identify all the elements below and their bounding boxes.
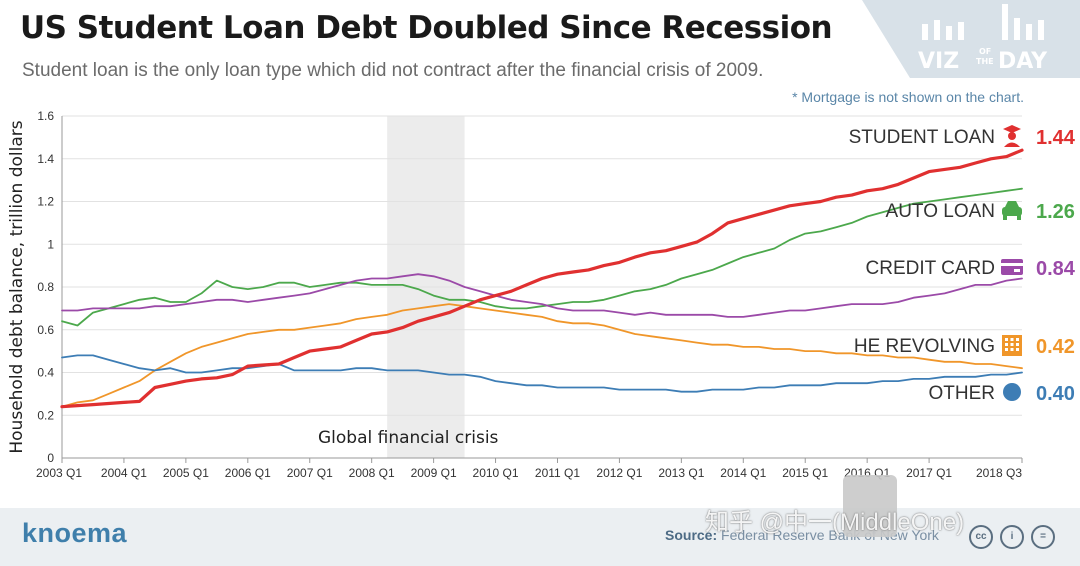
creative-commons-icon[interactable]: cc: [969, 525, 993, 549]
watermark-avatar: [843, 475, 897, 537]
y-tick-label: 0.2: [37, 408, 54, 422]
knoema-logo[interactable]: knoema: [22, 518, 128, 548]
y-tick-label: 0: [47, 451, 54, 465]
series-label-credit-card: CREDIT CARD: [866, 258, 996, 279]
x-tick-label: 2009 Q1: [411, 466, 457, 480]
x-tick-label: 2006 Q1: [225, 466, 271, 480]
credit-card-icon: [1001, 259, 1023, 275]
series-final-value-auto-loan: 1.26: [1036, 201, 1075, 223]
dot-icon: [1003, 383, 1021, 401]
logo-of-text: OF: [979, 47, 991, 56]
x-tick-label: 2010 Q1: [473, 466, 519, 480]
series-line-auto-loan: [61, 187, 1023, 327]
x-tick-label: 2005 Q1: [163, 466, 209, 480]
x-tick-label: 2015 Q1: [782, 466, 828, 480]
series-line-he-revolving: [61, 303, 1023, 408]
car-icon: [1002, 201, 1022, 220]
series-label-student-loan: STUDENT LOAN: [849, 127, 995, 148]
series-line-student-loan: [60, 148, 1024, 409]
series-final-value-he-revolving: 0.42: [1036, 336, 1075, 358]
x-tick-label: 2011 Q1: [535, 466, 580, 480]
y-tick-label: 0.6: [37, 323, 54, 337]
viz-of-the-day-logo: VIZ OF THE DAY: [862, 0, 1080, 78]
chart-subtitle: Student loan is the only loan type which…: [22, 60, 764, 81]
x-tick-label: 2018 Q3: [976, 466, 1022, 480]
mortgage-note: * Mortgage is not shown on the chart.: [792, 89, 1024, 105]
x-tick-label: 2012 Q1: [596, 466, 642, 480]
no-derivatives-icon[interactable]: =: [1031, 525, 1055, 549]
x-tick-label: 2014 Q1: [720, 466, 766, 480]
y-tick-label: 1.6: [37, 109, 54, 123]
x-tick-label: 2003 Q1: [36, 466, 82, 480]
y-tick-label: 1: [47, 237, 54, 251]
series-label-other: OTHER: [929, 383, 996, 404]
x-tick-label: 2008 Q1: [349, 466, 395, 480]
y-tick-label: 0.4: [37, 366, 54, 380]
series-label-auto-loan: AUTO LOAN: [886, 201, 995, 222]
x-tick-label: 2007 Q1: [287, 466, 333, 480]
x-tick-label: 2004 Q1: [101, 466, 147, 480]
series-label-he-revolving: HE REVOLVING: [854, 336, 995, 357]
attribution-icon[interactable]: i: [1000, 525, 1024, 549]
logo-viz-text: VIZ: [918, 49, 959, 74]
logo-day-text: DAY: [998, 49, 1048, 74]
footer-bar: knoema Source: Federal Reserve Bank of N…: [0, 508, 1080, 566]
chart-title: US Student Loan Debt Doubled Since Reces…: [20, 10, 833, 46]
line-chart: 0 0.2 0.4 0.6 0.8 1 1.2 1.4 1.6 2003 Q1 2004 Q1 200…: [7, 109, 1076, 480]
series-line-credit-card: [61, 273, 1023, 318]
graduate-icon: [1003, 125, 1021, 147]
watermark-text: 知乎 @中一(MiddleOne): [705, 509, 965, 536]
y-tick-label: 1.2: [37, 195, 54, 209]
y-tick-label: 1.4: [37, 152, 54, 166]
source-label: Source:: [665, 527, 718, 543]
x-tick-label: 2013 Q1: [658, 466, 704, 480]
series-final-value-credit-card: 0.84: [1036, 258, 1076, 280]
y-axis-label: Household debt balance, trillion dollars: [7, 120, 27, 453]
building-icon: [1002, 335, 1022, 356]
x-tick-label: 2017 Q1: [906, 466, 952, 480]
y-tick-label: 0.8: [37, 280, 54, 294]
crisis-label: Global financial crisis: [318, 428, 499, 448]
series-final-value-student-loan: 1.44: [1036, 127, 1076, 149]
series-final-value-other: 0.40: [1036, 383, 1075, 405]
logo-the-text: THE: [976, 57, 994, 66]
series-line-other: [61, 354, 1023, 393]
